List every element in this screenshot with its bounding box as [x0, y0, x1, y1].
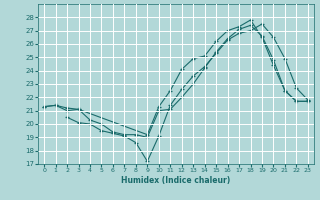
X-axis label: Humidex (Indice chaleur): Humidex (Indice chaleur) [121, 176, 231, 185]
